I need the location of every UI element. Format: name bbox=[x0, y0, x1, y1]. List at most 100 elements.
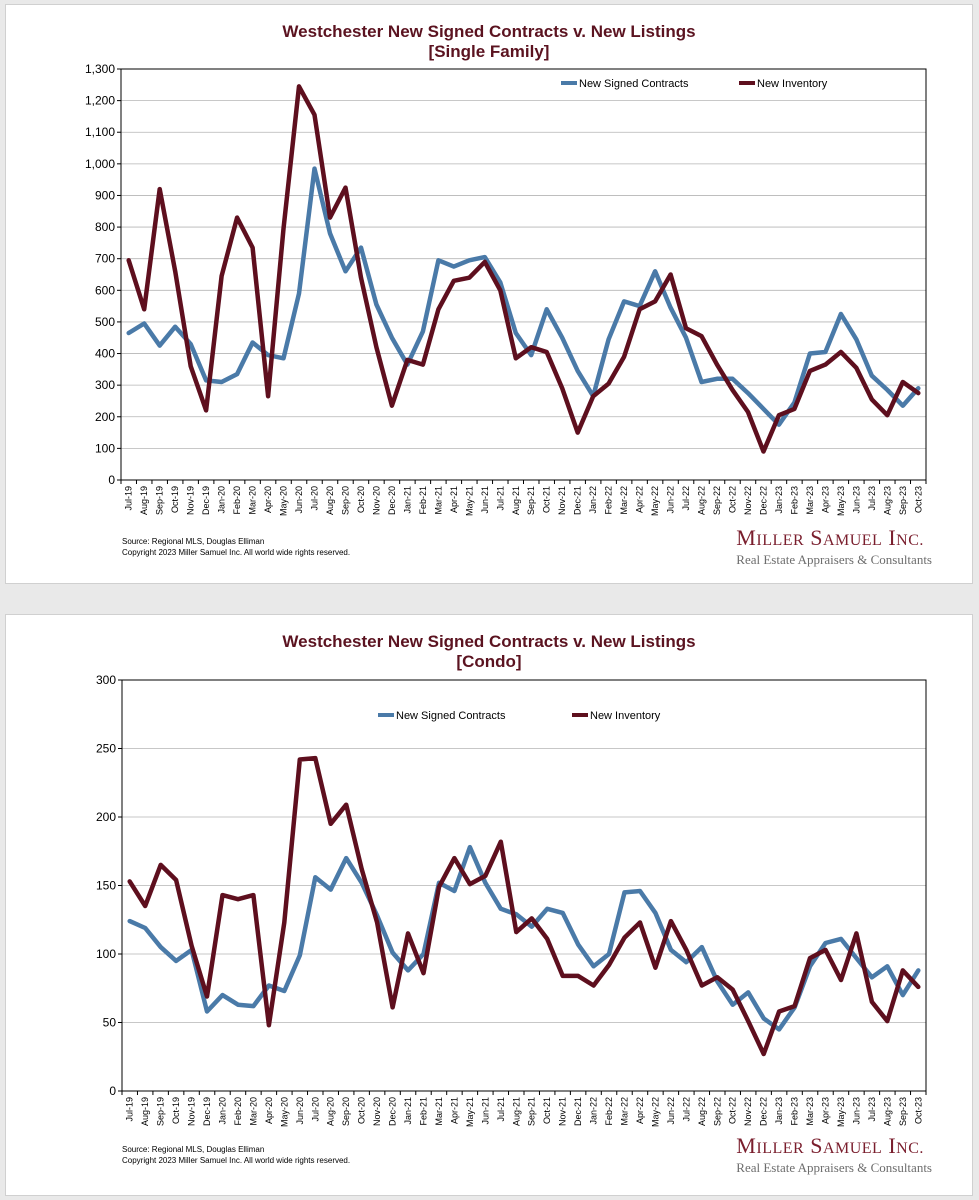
y-tick-label: 800 bbox=[95, 220, 115, 234]
x-tick-label: Mar-20 bbox=[248, 1097, 258, 1126]
series-line-new-inventory bbox=[126, 84, 921, 454]
x-tick-label: Sep-23 bbox=[898, 486, 908, 515]
x-tick-label: Sep-21 bbox=[527, 1097, 537, 1126]
series-line-new-signed-contracts bbox=[126, 166, 921, 427]
x-tick-label: Jan-23 bbox=[774, 486, 784, 514]
y-tick-label: 500 bbox=[95, 315, 115, 329]
single-family-line-chart: 0 100 200 300 400 500 600 700 800 900 1,000 1,100 1,… bbox=[85, 62, 927, 516]
x-tick-label: Aug-22 bbox=[697, 486, 707, 515]
x-tick-label: Apr-23 bbox=[821, 1097, 831, 1124]
x-tick-label: Sep-22 bbox=[712, 1097, 722, 1126]
x-tick-label: Apr-22 bbox=[635, 486, 645, 513]
x-tick-label: Dec-20 bbox=[387, 486, 397, 515]
x-tick-label: Feb-20 bbox=[233, 1097, 243, 1126]
x-tick-label: Oct-20 bbox=[356, 486, 366, 513]
x-tick-label: Mar-23 bbox=[805, 1097, 815, 1126]
x-tick-label: Jan-20 bbox=[218, 1097, 228, 1125]
x-tick-label: Nov-21 bbox=[557, 486, 567, 515]
y-tick-label: 400 bbox=[95, 347, 115, 361]
x-tick-label: May-21 bbox=[464, 486, 474, 516]
x-tick-label: Oct-23 bbox=[913, 486, 923, 513]
x-tick-label: Jul-22 bbox=[681, 1097, 691, 1122]
chart-footer: Source: Regional MLS, Douglas Elliman Co… bbox=[122, 536, 350, 558]
plot-area bbox=[120, 68, 927, 481]
y-tick-label: 1,200 bbox=[85, 94, 115, 108]
x-tick-label: Apr-21 bbox=[449, 1097, 459, 1124]
x-tick-label: Dec-19 bbox=[202, 1097, 212, 1126]
x-tick-label: May-21 bbox=[465, 1097, 475, 1127]
y-tick-label: 700 bbox=[95, 252, 115, 266]
x-tick-label: Oct-22 bbox=[728, 1097, 738, 1124]
x-tick-label: Sep-19 bbox=[156, 1097, 166, 1126]
y-tick-label: 300 bbox=[95, 378, 115, 392]
x-tick-label: Nov-22 bbox=[743, 1097, 753, 1126]
x-tick-label: Apr-23 bbox=[820, 486, 830, 513]
x-tick-label: Feb-21 bbox=[418, 486, 428, 515]
x-tick-label: Aug-20 bbox=[326, 1097, 336, 1126]
y-tick-label: 1,000 bbox=[85, 157, 115, 171]
x-tick-label: Nov-20 bbox=[372, 1097, 382, 1126]
source-note: Source: Regional MLS, Douglas Elliman bbox=[122, 537, 265, 546]
x-tick-label: Jun-22 bbox=[666, 1097, 676, 1125]
x-tick-label: May-23 bbox=[836, 1097, 846, 1127]
y-tick-label: 0 bbox=[109, 1084, 116, 1098]
y-tick-label: 150 bbox=[96, 879, 116, 893]
x-tick-label: Jan-23 bbox=[774, 1097, 784, 1125]
x-tick-label: Mar-20 bbox=[248, 486, 258, 515]
x-tick-label: Aug-23 bbox=[882, 1097, 892, 1126]
x-tick-label: Mar-22 bbox=[619, 486, 629, 515]
x-tick-label: Nov-19 bbox=[187, 1097, 197, 1126]
x-tick-label: Jul-20 bbox=[310, 486, 320, 511]
x-tick-label: Jan-21 bbox=[403, 1097, 413, 1125]
x-tick-label: Jul-19 bbox=[124, 486, 134, 511]
condo-line-chart: 0 50 100 150 200 250 300 Jul-19 Aug-19 Sep-19 Oct-… bbox=[96, 673, 927, 1127]
y-tick-label: 250 bbox=[96, 742, 116, 756]
x-tick-label: Oct-21 bbox=[542, 486, 552, 513]
brand-tagline: Real Estate Appraisers & Consultants bbox=[736, 1160, 932, 1175]
x-tick-label: Jul-23 bbox=[867, 1097, 877, 1122]
miller-samuel-logo: MILLER SAMUEL INC. Real Estate Appraiser… bbox=[736, 1133, 932, 1176]
x-tick-label: Aug-22 bbox=[697, 1097, 707, 1126]
x-tick-label: Sep-20 bbox=[341, 1097, 351, 1126]
x-tick-label: Dec-21 bbox=[573, 1097, 583, 1126]
x-tick-label: Jun-22 bbox=[666, 486, 676, 514]
x-tick-label: May-20 bbox=[279, 486, 289, 516]
x-tick-label: Jun-23 bbox=[851, 1097, 861, 1125]
y-tick-label: 0 bbox=[108, 473, 115, 487]
x-tick-label: Jul-23 bbox=[867, 486, 877, 511]
x-tick-label: Nov-22 bbox=[743, 486, 753, 515]
x-tick-label: Oct-21 bbox=[542, 1097, 552, 1124]
copyright-note: Copyright 2023 Miller Samuel Inc. All wo… bbox=[122, 548, 351, 557]
x-tick-label: Mar-21 bbox=[434, 1097, 444, 1126]
x-tick-label: Dec-19 bbox=[201, 486, 211, 515]
x-tick-label: Mar-22 bbox=[620, 1097, 630, 1126]
chart-subtitle: [Single Family] bbox=[428, 42, 550, 61]
x-tick-label: Jun-21 bbox=[480, 1097, 490, 1125]
brand-tagline: Real Estate Appraisers & Consultants bbox=[736, 552, 932, 567]
y-tick-label: 1,100 bbox=[85, 125, 115, 139]
x-tick-label: Sep-20 bbox=[340, 486, 350, 515]
legend-label: New Inventory bbox=[590, 710, 661, 722]
x-tick-label: Feb-20 bbox=[232, 486, 242, 515]
x-tick-label: Dec-22 bbox=[758, 486, 768, 515]
y-tick-label: 600 bbox=[95, 283, 115, 297]
y-tick-label: 50 bbox=[103, 1016, 117, 1030]
x-tick-label: Aug-21 bbox=[511, 1097, 521, 1126]
x-tick-label: Jul-21 bbox=[496, 1097, 506, 1122]
chart-footer: Source: Regional MLS, Douglas Elliman Co… bbox=[122, 1144, 350, 1166]
x-tick-label: Apr-21 bbox=[449, 486, 459, 513]
x-tick-label: Jan-22 bbox=[589, 1097, 599, 1125]
x-tick-label: Jul-20 bbox=[310, 1097, 320, 1122]
x-tick-label: Aug-19 bbox=[139, 486, 149, 515]
x-tick-label: Feb-23 bbox=[789, 486, 799, 515]
x-tick-label: Oct-22 bbox=[727, 486, 737, 513]
x-tick-label: Feb-22 bbox=[604, 1097, 614, 1126]
miller-samuel-logo: MILLER SAMUEL INC. Real Estate Appraiser… bbox=[736, 525, 932, 568]
x-tick-label: Jun-21 bbox=[480, 486, 490, 514]
y-tick-label: 100 bbox=[96, 947, 116, 961]
brand-name: MILLER SAMUEL INC. bbox=[736, 525, 924, 550]
x-tick-label: May-23 bbox=[836, 486, 846, 516]
x-tick-label: Dec-22 bbox=[759, 1097, 769, 1126]
x-tick-label: Jun-20 bbox=[294, 486, 304, 514]
source-note: Source: Regional MLS, Douglas Elliman bbox=[122, 1145, 265, 1154]
